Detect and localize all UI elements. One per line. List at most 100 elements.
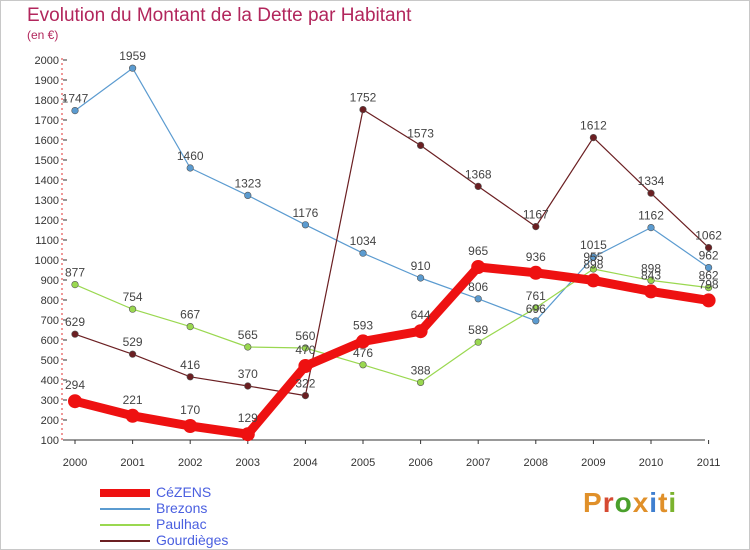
data-point — [186, 373, 194, 381]
y-tick-label: 1800 — [35, 95, 59, 107]
series-line — [74, 268, 709, 383]
legend-swatch — [100, 489, 150, 497]
data-point — [301, 392, 310, 400]
data-label: 862 — [699, 269, 719, 283]
data-point — [586, 273, 601, 288]
x-tick-label: 2003 — [236, 457, 260, 469]
data-label: 1460 — [177, 149, 204, 163]
data-point — [186, 164, 194, 172]
series-2 — [71, 105, 713, 400]
logo-letter: i — [668, 487, 678, 518]
data-point — [417, 274, 425, 282]
y-tick-label: 1700 — [35, 115, 59, 127]
x-tick-label: 2007 — [466, 457, 490, 469]
axes: 100 200 300 400 500 600 700 800 900 1000 1100 1200 1… — [35, 55, 721, 469]
data-point — [240, 427, 255, 442]
y-tick-label: 1100 — [35, 235, 59, 247]
data-label: 1612 — [580, 119, 607, 133]
y-tick-label: 1500 — [35, 155, 59, 167]
data-point — [183, 419, 198, 433]
data-label: 1167 — [523, 208, 549, 222]
data-label: 806 — [468, 280, 488, 294]
data-label: 1747 — [62, 92, 89, 106]
data-label: 565 — [238, 328, 258, 342]
data-label: 898 — [583, 257, 603, 271]
x-tick-label: 2010 — [639, 457, 663, 469]
data-label: 1368 — [465, 167, 492, 181]
legend-swatch — [100, 524, 150, 526]
series-line — [73, 262, 710, 439]
data-point — [704, 244, 713, 252]
data-label: 754 — [123, 290, 143, 304]
data-point — [68, 394, 82, 409]
chart-title: Evolution du Montant de la Dette par Hab… — [27, 5, 412, 26]
data-point — [647, 224, 655, 232]
data-label: 370 — [238, 367, 258, 381]
x-tick-label: 2002 — [178, 457, 202, 469]
data-label: 936 — [526, 250, 546, 264]
y-tick-label: 500 — [41, 355, 59, 367]
data-point — [359, 105, 367, 114]
data-point — [474, 295, 482, 303]
legend-item: Gourdièges — [100, 532, 300, 549]
y-tick-label: 1200 — [35, 215, 59, 227]
data-label: 1034 — [350, 234, 377, 248]
data-point — [359, 361, 367, 369]
data-point — [589, 134, 598, 142]
data-point — [71, 106, 79, 115]
data-point — [244, 191, 252, 199]
legend-label: Brezons — [156, 500, 208, 516]
data-point — [474, 338, 482, 346]
data-label: 1752 — [350, 91, 377, 105]
logo-letter: r — [602, 487, 615, 518]
legend: CéZENS Brezons Paulhac Gourdièges — [100, 484, 300, 549]
data-label: 1015 — [580, 238, 607, 252]
x-tick-label: 2005 — [351, 457, 375, 469]
data-label: 910 — [411, 259, 431, 273]
x-tick-label: 2006 — [408, 457, 432, 469]
legend-item: Brezons — [100, 500, 300, 517]
data-point — [589, 265, 598, 273]
data-point — [125, 408, 140, 423]
legend-label: Gourdièges — [156, 532, 229, 548]
y-tick-label: 2000 — [35, 55, 59, 67]
data-point — [298, 359, 313, 373]
data-point — [356, 334, 370, 349]
data-point — [528, 265, 543, 280]
data-point — [417, 141, 425, 149]
data-point — [417, 378, 425, 387]
data-point — [532, 317, 540, 325]
x-tick-label: 2001 — [120, 457, 144, 469]
data-point — [532, 304, 540, 312]
data-point — [71, 281, 79, 289]
data-label: 644 — [411, 308, 431, 322]
legend-item: Paulhac — [100, 516, 300, 533]
data-label: 388 — [411, 363, 431, 377]
y-tick-label: 1900 — [35, 75, 59, 87]
data-label: 798 — [699, 277, 719, 291]
y-tick-label: 1600 — [35, 135, 59, 147]
data-point — [129, 64, 137, 72]
data-label: 170 — [180, 403, 200, 417]
series-line — [74, 67, 709, 322]
data-label: 955 — [583, 250, 603, 264]
data-point — [71, 330, 79, 338]
logo-letter: i — [649, 487, 659, 518]
data-label: 667 — [180, 308, 200, 322]
data-label: 294 — [65, 378, 85, 392]
logo-letter: o — [614, 487, 633, 518]
data-label: 965 — [468, 244, 488, 258]
data-point — [647, 276, 655, 285]
data-point — [244, 343, 252, 351]
data-label: 476 — [353, 346, 373, 360]
data-point — [186, 323, 194, 331]
data-point — [359, 249, 367, 257]
y-tick-label: 300 — [41, 395, 59, 407]
series-line — [304, 108, 710, 396]
data-point — [644, 284, 658, 299]
x-tick-label: 2000 — [63, 457, 87, 469]
series-labels: 1747 1959 1460 1323 1176 1034 910 806 696 1015 116… — [62, 49, 723, 425]
data-label: 1573 — [407, 126, 434, 140]
logo-letter: x — [632, 487, 650, 518]
